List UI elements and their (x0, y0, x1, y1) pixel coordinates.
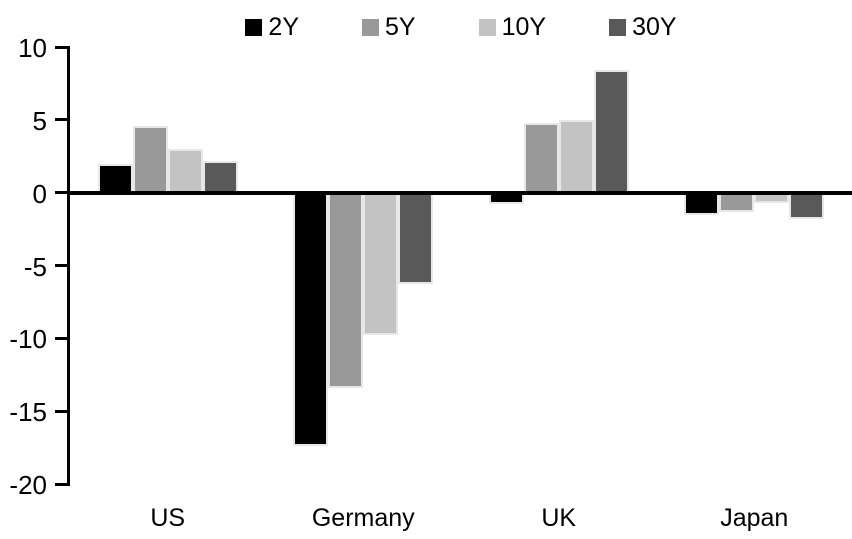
bar-japan-2y (684, 192, 720, 215)
bar-germany-30y (398, 192, 434, 285)
bar-germany-5y (328, 192, 364, 388)
bar-uk-30y (593, 70, 629, 193)
x-label-uk: UK (541, 504, 577, 532)
x-label-germany: Germany (311, 504, 415, 532)
y-tick-label--15: -15 (9, 397, 47, 428)
legend-label-2y: 2Y (268, 12, 300, 41)
y-tick-label-10: 10 (18, 33, 47, 63)
y-tick-label--5: -5 (23, 251, 47, 282)
y-tick--20 (55, 482, 67, 486)
bar-us-5y (132, 125, 168, 193)
legend-item-2y: 2Y (245, 12, 300, 41)
legend-swatch-10y (478, 18, 496, 36)
legend-item-10y: 10Y (478, 12, 547, 41)
bar-germany-10y (363, 192, 399, 336)
y-tick--5 (55, 264, 67, 267)
bar-us-10y (167, 148, 203, 193)
legend-swatch-5y (362, 18, 380, 36)
y-axis-line (67, 45, 70, 486)
legend-label-30y: 30Y (632, 12, 677, 41)
y-tick-label--20: -20 (9, 470, 47, 500)
legend-label-5y: 5Y (385, 12, 416, 41)
bar-uk-10y (558, 119, 594, 193)
bar-us-2y (97, 163, 133, 193)
legend-item-5y: 5Y (362, 12, 416, 41)
bar-uk-5y (523, 122, 559, 193)
bar-japan-30y (789, 192, 825, 219)
y-tick--15 (55, 409, 67, 413)
legend-swatch-2y (245, 18, 263, 36)
y-tick--10 (55, 336, 67, 340)
y-tick-10 (55, 45, 67, 49)
bar-japan-5y (719, 192, 755, 212)
x-label-japan: Japan (720, 504, 789, 532)
y-tick-0 (55, 191, 67, 195)
y-tick-label-0: 0 (32, 178, 47, 209)
bar-us-30y (202, 160, 238, 193)
legend-item-30y: 30Y (609, 12, 677, 41)
chart-legend: 2Y 5Y 10Y 30Y (70, 10, 852, 44)
legend-swatch-30y (609, 18, 627, 36)
zero-axis-line (67, 190, 852, 195)
legend-label-10y: 10Y (501, 12, 547, 41)
y-tick-label-5: 5 (32, 105, 47, 136)
x-label-us: US (150, 504, 186, 532)
bar-germany-2y (293, 192, 329, 447)
y-tick-label--10: -10 (9, 324, 47, 355)
y-tick-5 (55, 118, 67, 122)
